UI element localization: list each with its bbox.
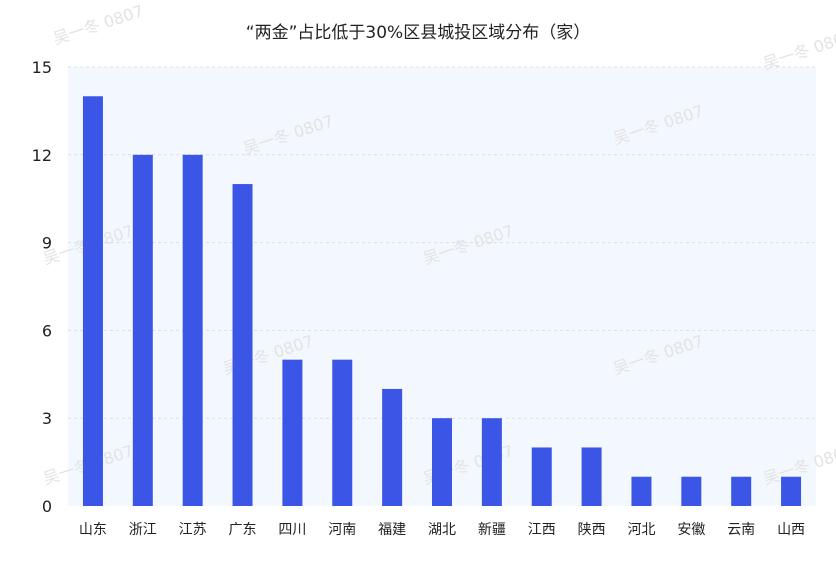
bar (581, 447, 602, 506)
watermark-text: 吴一冬 0807 (51, 1, 146, 48)
x-tick-label: 福建 (378, 522, 406, 538)
y-tick-label: 0 (42, 497, 52, 516)
x-tick-label: 云南 (727, 522, 755, 538)
x-tick-label: 新疆 (478, 522, 506, 538)
y-tick-label: 6 (42, 321, 52, 340)
y-tick-label: 15 (32, 58, 52, 77)
bar (382, 388, 403, 506)
bar (631, 476, 652, 506)
x-tick-label: 广东 (229, 522, 257, 538)
bar (781, 476, 802, 506)
bar (182, 154, 203, 507)
x-tick-label: 江苏 (179, 522, 207, 538)
x-tick-label: 山西 (777, 522, 805, 538)
x-tick-label: 江西 (528, 522, 556, 538)
bar (681, 476, 702, 506)
x-tick-label: 四川 (278, 522, 306, 538)
x-tick-label: 浙江 (129, 522, 157, 538)
bar (731, 476, 752, 506)
bar (432, 418, 452, 506)
bar (132, 154, 153, 507)
chart-title: “两金”占比低于30%区县城投区域分布（家） (245, 23, 591, 43)
bar (531, 447, 552, 506)
y-tick-label: 3 (42, 409, 52, 428)
x-tick-label: 安徽 (677, 522, 705, 538)
x-tick-label: 河北 (627, 522, 655, 538)
x-tick-label: 山东 (79, 522, 107, 538)
bar (232, 184, 253, 507)
bar (481, 418, 502, 506)
bar (282, 359, 303, 506)
y-tick-label: 9 (42, 234, 52, 253)
x-tick-label: 湖北 (428, 522, 456, 538)
x-tick-label: 陕西 (578, 522, 606, 538)
bar (82, 96, 103, 507)
x-tick-label: 河南 (328, 522, 356, 538)
y-tick-label: 12 (32, 146, 52, 165)
watermark-text: 吴一冬 0807 (761, 26, 836, 73)
bar (332, 359, 353, 506)
